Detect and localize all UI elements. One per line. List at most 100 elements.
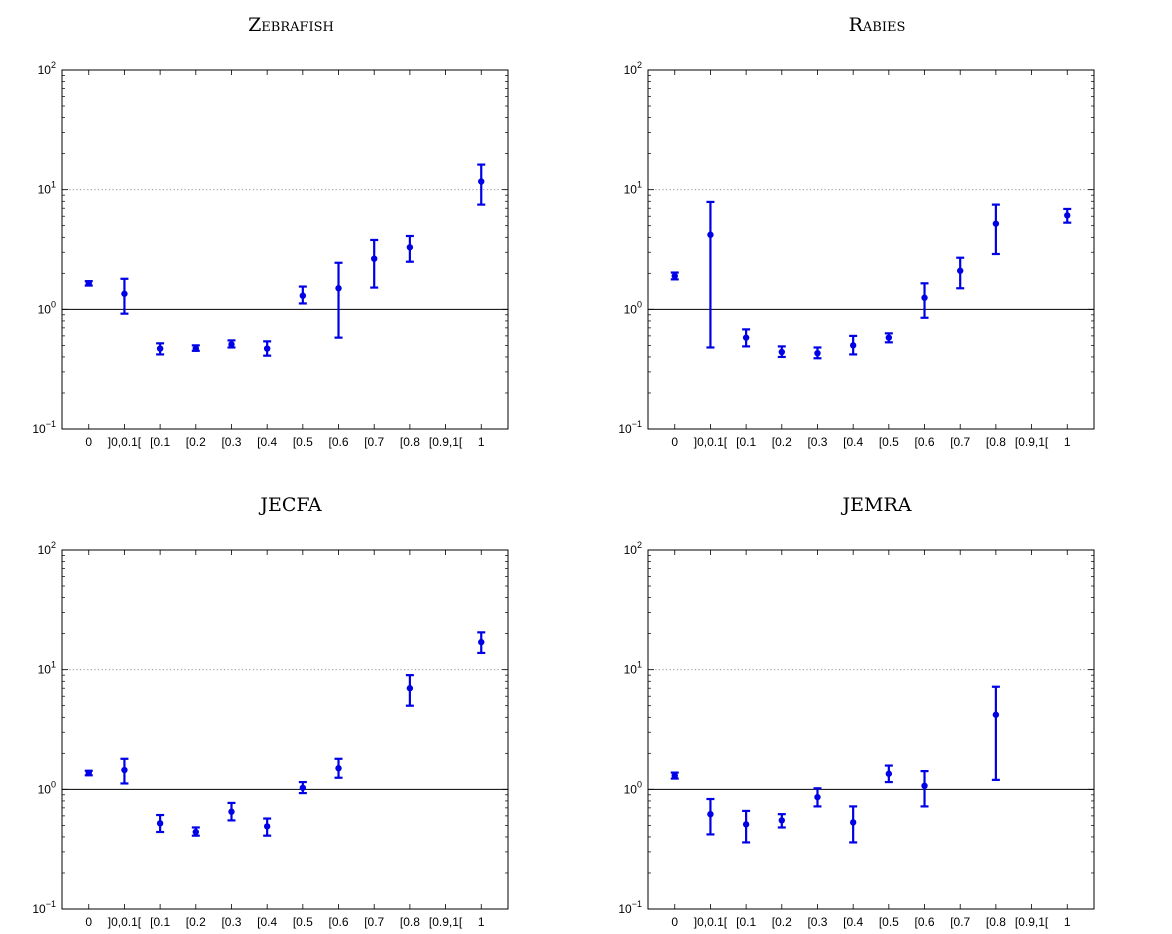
x-tick-label: 1	[478, 915, 485, 929]
x-tick-label: ]0,0.1[	[694, 915, 728, 929]
data-point	[849, 334, 858, 356]
x-tick-label: [0.2	[772, 435, 792, 449]
data-point	[120, 277, 129, 315]
x-tick-label: [0.1	[736, 435, 756, 449]
y-tick-label: 102	[624, 60, 642, 77]
data-point	[884, 332, 893, 344]
x-tick-label: [0.5	[879, 915, 899, 929]
data-point	[263, 817, 272, 837]
data-point	[777, 813, 786, 829]
y-tick-label: 101	[624, 660, 642, 677]
y-tick-label: 10−1	[32, 419, 56, 436]
x-tick-label: [0.9,1[	[1015, 435, 1049, 449]
data-point	[991, 203, 1000, 256]
x-tick-label: [0.8	[400, 915, 420, 929]
chart-svg: Zebrafish 10−1 100 101 102 0]0,0.1[[0.1 [0.2 [0…	[32, 14, 509, 449]
y-tick-label: 102	[38, 540, 56, 557]
data-point	[334, 261, 343, 339]
x-tick-label: [0.5	[293, 915, 313, 929]
data-point	[334, 757, 343, 779]
chart-title: JECFA	[258, 494, 322, 516]
chart-svg: JEMRA 10−1 100 101 102 0 ]0,0.1[ [0.1 [0.2 [0.3 [0…	[618, 494, 1095, 929]
chart-panel-jecfa: JECFA 10−1 100 101 102 0 ]0,0.1[ [0.1 [0.2 [0.3 [0…	[0, 480, 586, 934]
x-tick-label: [0.5	[879, 435, 899, 449]
x-tick-label: [0.8	[400, 435, 420, 449]
y-tick-label: 100	[624, 779, 642, 796]
data-point	[706, 200, 715, 349]
x-tick-label: [0.9,1[	[429, 915, 463, 929]
data-point	[1063, 207, 1072, 224]
data-point	[742, 809, 751, 844]
plot-frame	[61, 69, 509, 430]
x-tick-label: [0.6	[329, 915, 349, 929]
x-tick-label: 1	[1064, 915, 1071, 929]
x-tick-label: ]0,0.1[	[108, 915, 142, 929]
plot-frame	[647, 549, 1095, 910]
chart-title: Zebrafish	[248, 14, 334, 36]
x-tick-label: [0.2	[186, 435, 206, 449]
x-tick-label: [0.4	[257, 435, 277, 449]
plot-frame	[647, 69, 1095, 430]
x-tick-label: 0	[85, 435, 92, 449]
x-tick-label: [0.4	[843, 435, 863, 449]
x-tick-label: [0.7	[950, 435, 970, 449]
data-point	[263, 340, 272, 357]
x-tick-label: 1	[1064, 435, 1071, 449]
y-tick-label: 101	[38, 180, 56, 197]
data-point	[298, 285, 307, 305]
x-tick-label: [0.7	[364, 915, 384, 929]
y-tick-label: 102	[624, 540, 642, 557]
x-tick-label: [0.3	[807, 915, 827, 929]
data-point	[849, 805, 858, 844]
y-tick-label: 101	[38, 660, 56, 677]
plot-frame	[61, 549, 509, 910]
x-tick-label: [0.1	[736, 915, 756, 929]
x-tick-label: [0.9,1[	[1015, 915, 1049, 929]
data-point	[920, 770, 929, 808]
x-tick-label: 0	[671, 915, 678, 929]
x-tick-label: ]0,0.1[	[108, 435, 142, 449]
x-tick-label: [0.7	[364, 435, 384, 449]
data-point	[991, 685, 1000, 781]
x-tick-label: [0.6	[329, 435, 349, 449]
chart-panel-zebrafish: Zebrafish 10−1 100 101 102 0]0,0.1[[0.1 [0.2 [0…	[0, 0, 586, 454]
chart-panel-jemra: JEMRA 10−1 100 101 102 0 ]0,0.1[ [0.1 [0.2 [0.3 [0…	[586, 480, 1172, 934]
data-point	[227, 339, 236, 349]
x-tick-label: 0	[671, 435, 678, 449]
data-point	[156, 342, 165, 356]
y-tick-label: 102	[38, 60, 56, 77]
y-tick-label: 10−1	[618, 419, 642, 436]
y-tick-label: 100	[38, 299, 56, 316]
x-tick-label: [0.5	[293, 435, 313, 449]
data-point	[405, 674, 414, 707]
data-point	[920, 282, 929, 319]
x-tick-label: [0.2	[186, 915, 206, 929]
data-point	[156, 813, 165, 834]
data-point	[370, 238, 379, 289]
data-point	[84, 769, 93, 777]
x-tick-label: [0.2	[772, 915, 792, 929]
data-point	[477, 631, 486, 655]
x-tick-label: [0.8	[986, 435, 1006, 449]
data-point	[191, 344, 200, 352]
data-point	[670, 771, 679, 780]
x-tick-label: [0.9,1[	[429, 435, 463, 449]
x-tick-label: [0.3	[221, 915, 241, 929]
x-tick-label: [0.7	[950, 915, 970, 929]
data-point	[405, 234, 414, 263]
chart-svg: Rabies 10−1 100 101 102 0]0,0.1[[0.1 [0.2 [0.3 […	[618, 14, 1095, 449]
y-tick-label: 10−1	[618, 899, 642, 916]
y-tick-label: 10−1	[32, 899, 56, 916]
data-point	[298, 780, 307, 795]
y-tick-label: 100	[38, 779, 56, 796]
x-tick-label: 0	[85, 915, 92, 929]
data-point	[477, 163, 486, 206]
x-tick-label: [0.8	[986, 915, 1006, 929]
y-tick-label: 101	[624, 180, 642, 197]
chart-svg: JECFA 10−1 100 101 102 0 ]0,0.1[ [0.1 [0.2 [0.3 [0…	[32, 494, 509, 929]
x-tick-label: [0.1	[150, 915, 170, 929]
data-point	[777, 345, 786, 359]
data-point	[670, 271, 679, 281]
chart-title: JEMRA	[841, 494, 912, 516]
y-tick-label: 100	[624, 299, 642, 316]
